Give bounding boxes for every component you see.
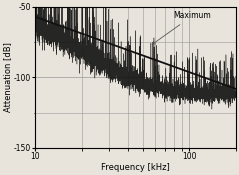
Text: Maximum: Maximum [152,11,211,44]
Y-axis label: Attenuation [dB]: Attenuation [dB] [4,43,12,112]
X-axis label: Frequency [kHz]: Frequency [kHz] [101,163,170,172]
